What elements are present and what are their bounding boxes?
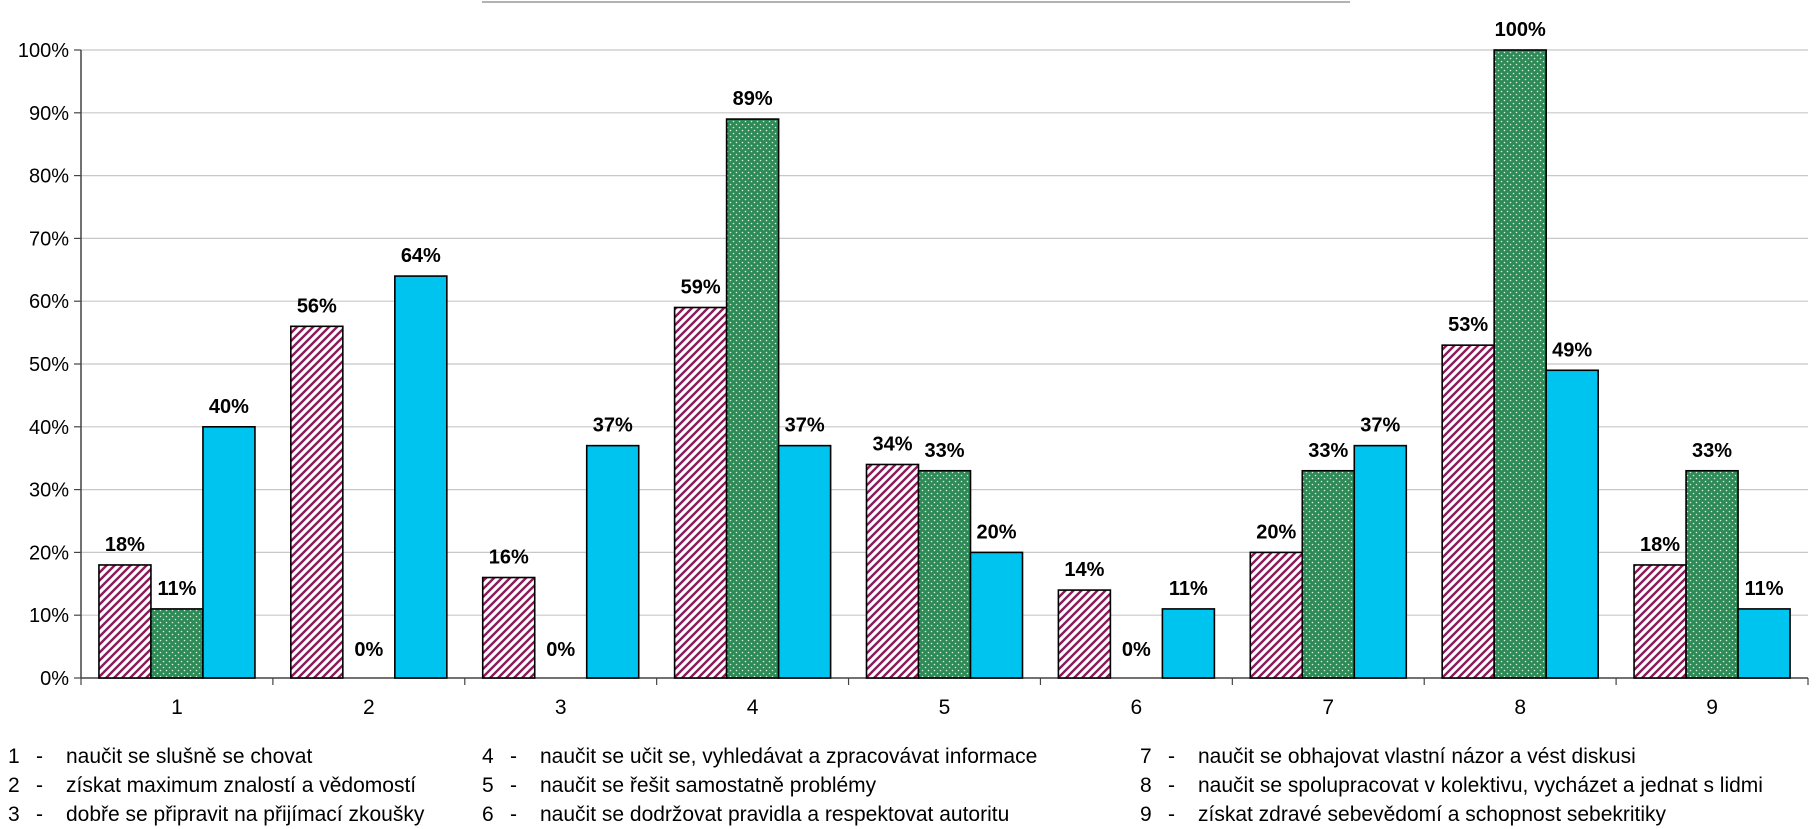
data-label: 40% bbox=[209, 396, 249, 418]
x-tick-label: 8 bbox=[1514, 696, 1526, 719]
data-labels: 18% 11% 40% 56% 0% 64% 16% 0% 37% 59% 89% 37% 34% 33%… bbox=[105, 19, 1784, 661]
data-label: 33% bbox=[1692, 440, 1732, 462]
x-tick-label: 5 bbox=[939, 696, 951, 719]
data-label: 11% bbox=[157, 578, 196, 600]
data-label: 59% bbox=[681, 276, 721, 298]
legend-item: 6- naučit se dodržovat pravidla a respekt… bbox=[482, 803, 1010, 826]
y-tick-label: 100% bbox=[18, 40, 69, 62]
y-tick-label: 70% bbox=[29, 228, 69, 250]
bar bbox=[917, 469, 972, 679]
y-tick-label: 10% bbox=[29, 605, 69, 627]
bar bbox=[98, 564, 152, 679]
data-label: 64% bbox=[401, 245, 441, 267]
y-tick-label: 0% bbox=[40, 668, 69, 690]
bars bbox=[98, 49, 1791, 679]
data-label: 18% bbox=[105, 534, 145, 556]
x-tick-label: 7 bbox=[1322, 696, 1334, 719]
data-label: 37% bbox=[785, 415, 825, 437]
data-label: 56% bbox=[297, 295, 337, 317]
data-label: 20% bbox=[1256, 521, 1296, 543]
bar bbox=[1633, 564, 1687, 679]
legend-item: 7- naučit se obhajovat vlastní názor a vé… bbox=[1140, 745, 1636, 768]
bar bbox=[394, 275, 448, 679]
y-tick-label: 30% bbox=[29, 480, 69, 502]
legend-item: 9- získat zdravé sebevědomí a schopnost s… bbox=[1140, 803, 1667, 826]
bar bbox=[290, 325, 344, 679]
bar bbox=[150, 608, 204, 679]
data-label: 89% bbox=[733, 88, 773, 110]
x-tick-label: 4 bbox=[747, 696, 759, 719]
bar bbox=[585, 444, 640, 679]
y-tick-label: 20% bbox=[29, 542, 69, 564]
data-label: 16% bbox=[489, 547, 529, 569]
data-label: 14% bbox=[1064, 559, 1104, 581]
data-label: 33% bbox=[924, 440, 964, 462]
y-axis: 0% 10% 20% 30% 40% 50% 60% 70% 80% 90% 100% bbox=[18, 40, 82, 690]
bar bbox=[1545, 369, 1599, 679]
x-tick-label: 9 bbox=[1706, 696, 1718, 719]
x-tick-label: 1 bbox=[171, 696, 183, 719]
data-label: 37% bbox=[593, 415, 633, 437]
bar bbox=[1249, 551, 1304, 679]
bar bbox=[1057, 589, 1112, 679]
legend-item: 1- naučit se slušně se chovat bbox=[8, 745, 313, 768]
data-label: 34% bbox=[872, 433, 912, 455]
bar bbox=[202, 425, 256, 679]
data-label: 53% bbox=[1448, 314, 1488, 336]
y-tick-label: 40% bbox=[29, 417, 69, 439]
legend-item: 5- naučit se řešit samostatně problémy bbox=[482, 774, 877, 797]
data-label: 33% bbox=[1308, 440, 1348, 462]
data-label: 100% bbox=[1495, 19, 1546, 41]
data-label: 37% bbox=[1360, 415, 1400, 437]
legend-column-3: 7- naučit se obhajovat vlastní názor a vé… bbox=[1140, 742, 1763, 829]
data-label: 11% bbox=[1745, 578, 1784, 600]
x-tick-label: 3 bbox=[555, 696, 567, 719]
data-label: 18% bbox=[1640, 534, 1680, 556]
legend-column-1: 1- naučit se slušně se chovat 2- získat ma… bbox=[8, 742, 424, 829]
bar bbox=[1685, 469, 1739, 679]
bar bbox=[1301, 469, 1356, 679]
bar bbox=[1493, 49, 1547, 679]
bar bbox=[777, 444, 832, 679]
y-tick-label: 60% bbox=[29, 291, 69, 313]
legend-column-2: 4- naučit se učit se, vyhledávat a zpraco… bbox=[482, 742, 1037, 829]
bar bbox=[865, 463, 920, 679]
y-tick-label: 50% bbox=[29, 354, 69, 376]
legend-item: 8- naučit se spolupracovat v kolektivu, v… bbox=[1140, 774, 1763, 797]
data-label: 49% bbox=[1552, 339, 1592, 361]
legend-item: 4- naučit se učit se, vyhledávat a zpraco… bbox=[482, 745, 1038, 768]
legend-item: 3- dobře se připravit na přijímací zkoušk… bbox=[8, 803, 425, 826]
data-label: 20% bbox=[976, 521, 1016, 543]
data-label: 0% bbox=[546, 639, 575, 661]
y-tick-label: 90% bbox=[29, 103, 69, 125]
bar bbox=[481, 576, 536, 679]
y-tick-label: 80% bbox=[29, 166, 69, 188]
bar bbox=[1353, 444, 1408, 679]
x-tick-label: 6 bbox=[1131, 696, 1143, 719]
bar bbox=[673, 306, 728, 679]
x-tick-label: 2 bbox=[363, 696, 375, 719]
x-axis: 1 2 3 4 5 6 7 8 9 bbox=[80, 677, 1809, 719]
legend-item: 2- získat maximum znalostí a vědomostí bbox=[8, 774, 417, 797]
data-label: 0% bbox=[1122, 639, 1151, 661]
bar bbox=[1441, 344, 1495, 679]
data-label: 11% bbox=[1169, 578, 1208, 600]
bar bbox=[725, 118, 780, 679]
bar bbox=[1737, 608, 1791, 679]
bar bbox=[1161, 608, 1216, 679]
data-label: 0% bbox=[354, 639, 383, 661]
bar bbox=[969, 551, 1024, 679]
